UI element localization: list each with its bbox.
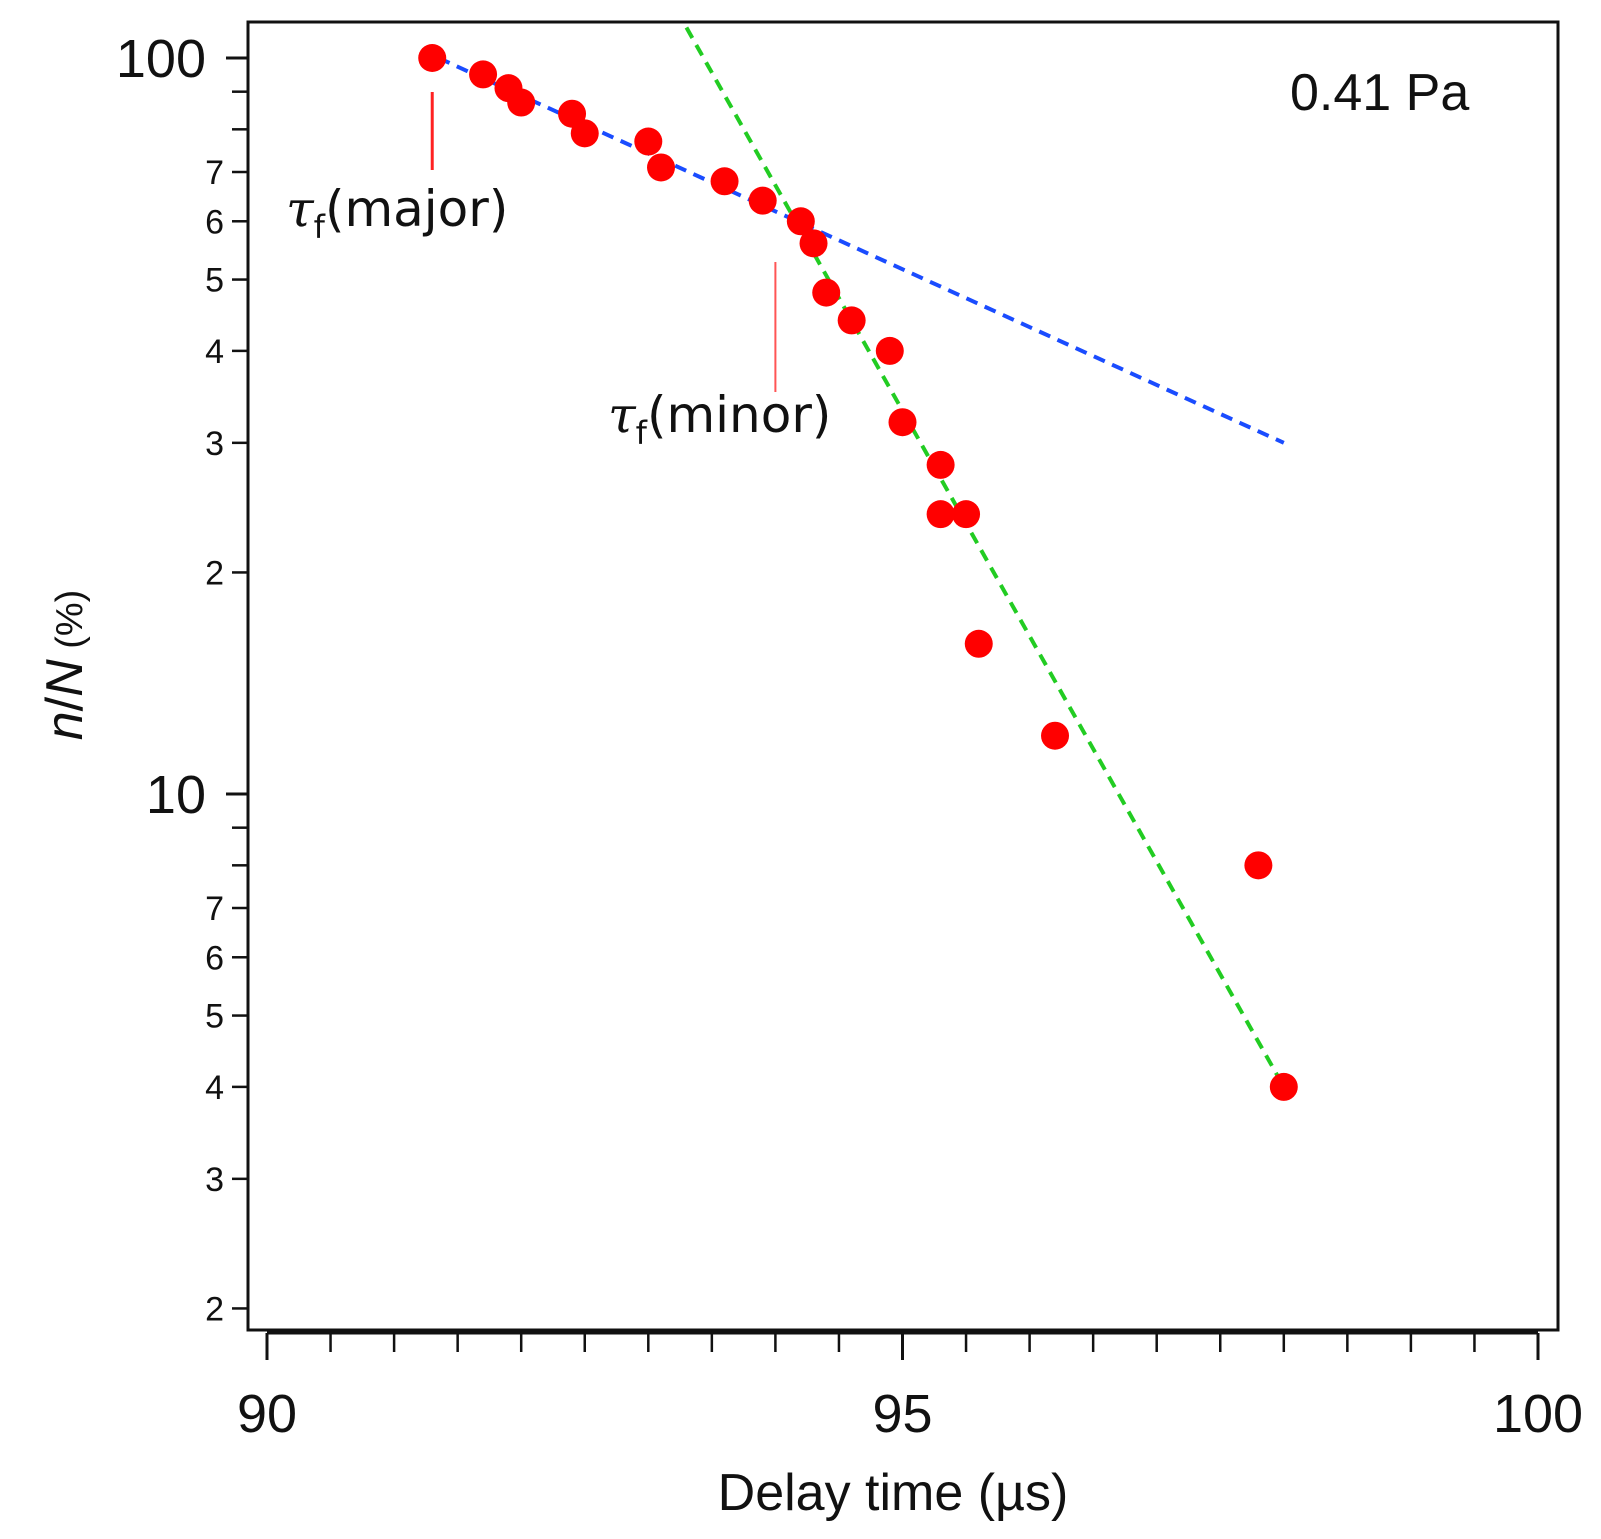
y-minor-tick-label: 2 xyxy=(205,554,224,592)
y-minor-tick-label: 2 xyxy=(205,1290,224,1328)
data-point xyxy=(418,44,447,72)
y-minor-tick-label: 6 xyxy=(205,939,224,977)
fit-line-major xyxy=(437,56,1285,445)
data-point xyxy=(1041,721,1070,750)
y-minor-tick-label: 7 xyxy=(205,890,224,928)
x-axis-ticks: 90 95 100 xyxy=(237,1333,1583,1444)
y-major-tick-label: 100 xyxy=(116,29,206,89)
data-points xyxy=(418,44,1298,1101)
data-point xyxy=(1244,851,1273,880)
data-point xyxy=(1269,1072,1298,1101)
data-point xyxy=(799,229,828,258)
data-point xyxy=(888,408,917,437)
data-point xyxy=(964,629,993,658)
y-axis-title: n/N (%) xyxy=(36,590,94,741)
data-point xyxy=(926,450,955,479)
y-axis-ticks: 10 100 2 3 4 5 6 7 2 3 4 5 6 7 xyxy=(116,29,248,1328)
y-minor-tick-label: 3 xyxy=(205,425,224,463)
y-minor-tick-label: 3 xyxy=(205,1161,224,1199)
x-major-tick-label: 100 xyxy=(1493,1384,1583,1444)
plot-frame xyxy=(246,20,1560,1332)
y-minor-tick-label: 7 xyxy=(205,154,224,192)
data-point xyxy=(469,60,498,89)
data-point xyxy=(647,153,676,182)
data-point xyxy=(952,500,981,529)
pressure-label: 0.41 Pa xyxy=(1290,64,1469,122)
data-point xyxy=(710,167,739,196)
y-major-tick-label: 10 xyxy=(146,765,206,825)
tau-minor-label: τf(minor) xyxy=(608,386,831,452)
data-point xyxy=(875,336,904,365)
y-minor-tick-label: 4 xyxy=(205,333,224,371)
data-point xyxy=(507,88,536,117)
data-point xyxy=(812,278,841,307)
x-axis-title: Delay time (µs) xyxy=(718,1464,1069,1522)
data-point xyxy=(786,207,815,236)
y-minor-tick-label: 4 xyxy=(205,1069,224,1107)
tau-major-label: τf(major) xyxy=(286,180,508,246)
data-point xyxy=(748,186,777,215)
fit-lines xyxy=(437,26,1286,1088)
fit-line-minor xyxy=(684,26,1286,1088)
data-point xyxy=(570,119,599,148)
x-major-tick-label: 95 xyxy=(872,1384,932,1444)
data-point xyxy=(926,500,955,529)
data-point xyxy=(634,127,663,156)
y-minor-tick-label: 5 xyxy=(205,998,224,1036)
x-major-tick-label: 90 xyxy=(237,1384,297,1444)
data-point xyxy=(837,306,866,335)
y-minor-tick-label: 6 xyxy=(205,203,224,241)
y-minor-tick-label: 5 xyxy=(205,262,224,300)
